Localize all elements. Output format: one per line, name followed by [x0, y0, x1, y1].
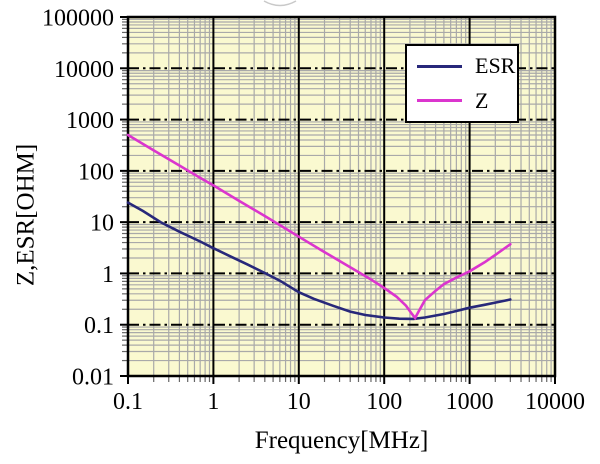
y-tick-label: 100000	[42, 6, 114, 32]
y-tick-label: 0.1	[84, 313, 114, 339]
y-tick-label: 10	[90, 211, 114, 237]
esr-line-sample-icon	[417, 64, 462, 68]
x-tick-label: 0.1	[113, 389, 143, 415]
x-axis-title: Frequency[MHz]	[254, 427, 429, 454]
y-tick-label: 100	[78, 159, 114, 185]
x-tick-label: 1	[207, 389, 219, 415]
legend: ESR Z	[405, 44, 519, 123]
x-tick-label: 10	[287, 389, 311, 415]
watermark-arc	[263, 0, 297, 7]
legend-label-esr: ESR	[475, 53, 516, 79]
legend-item-esr: ESR	[417, 55, 515, 77]
y-tick-label: 1000	[66, 108, 114, 134]
x-tick-label: 1000	[446, 389, 494, 415]
legend-item-z: Z	[417, 87, 515, 113]
y-tick-label: 10000	[54, 57, 114, 83]
y-axis-title: Z,ESR[OHM]	[12, 143, 40, 287]
x-tick-label: 10000	[525, 389, 585, 415]
y-tick-label: 1	[102, 262, 114, 288]
series-line-z	[126, 133, 512, 321]
legend-label-z: Z	[475, 87, 489, 113]
plot-frame	[126, 15, 557, 378]
series-line-esr	[126, 201, 512, 321]
y-tick-label: 0.01	[72, 365, 114, 391]
z-line-sample-icon	[417, 99, 462, 103]
x-tick-label: 100	[366, 389, 402, 415]
